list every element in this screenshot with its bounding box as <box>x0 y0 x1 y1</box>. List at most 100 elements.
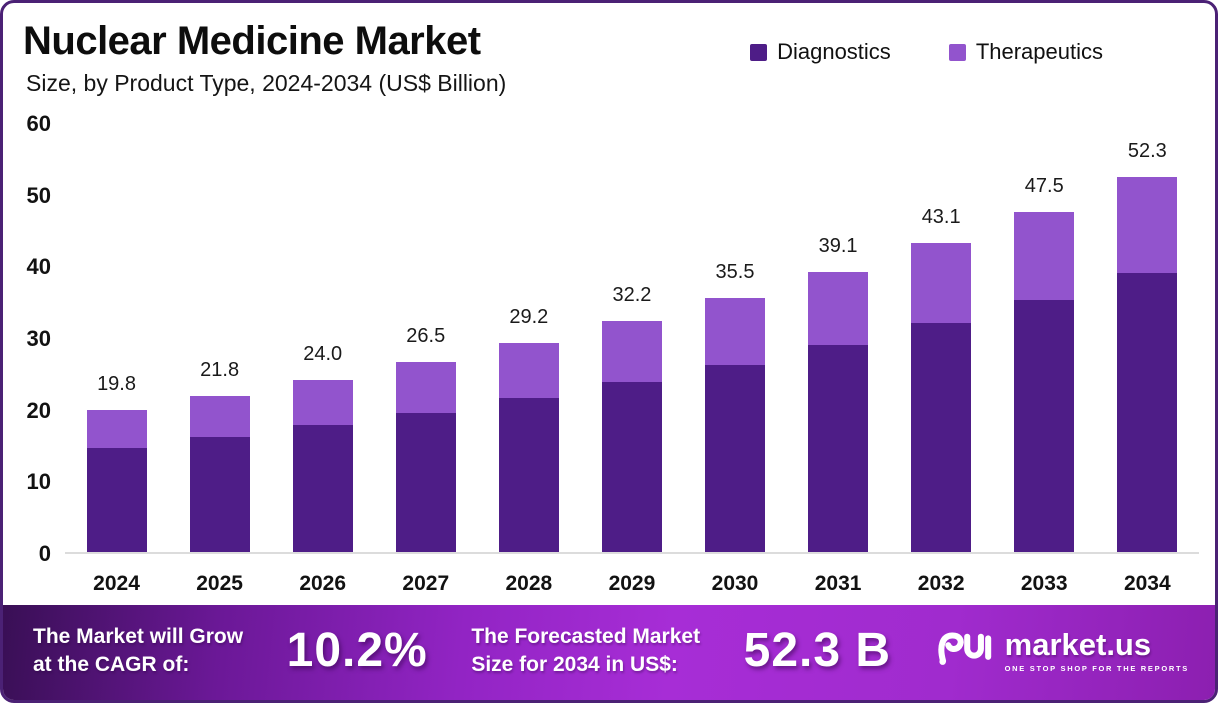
diagnostics-segment-2031 <box>808 344 869 552</box>
page-title: Nuclear Medicine Market <box>23 19 481 63</box>
chart-legend: Diagnostics Therapeutics <box>750 39 1103 65</box>
therapeutics-segment-2033 <box>1014 211 1075 300</box>
bar-total-label-2026: 24.0 <box>303 343 343 366</box>
therapeutics-segment-2034 <box>1117 177 1178 274</box>
brand-name: market.us <box>1004 626 1152 662</box>
therapeutics-swatch-icon <box>948 43 966 61</box>
x-axis-label-2030: 2030 <box>711 572 759 595</box>
bar-column-2029: 32.2 2029 <box>581 124 683 595</box>
bar-stack-2029 <box>601 321 662 552</box>
cagr-label-line2: at the CAGR of: <box>33 652 190 676</box>
x-axis-label-2032: 2032 <box>917 572 965 595</box>
diagnostics-swatch-icon <box>750 43 768 61</box>
forecast-label: The Forecasted Market Size for 2034 in U… <box>471 623 700 678</box>
x-axis-label-2025: 2025 <box>196 572 243 595</box>
bar-column-2031: 39.1 2031 <box>787 124 889 595</box>
y-axis-tick-60: 60 <box>26 111 51 136</box>
bar-total-label-2024: 19.8 <box>97 373 136 396</box>
bar-total-label-2027: 26.5 <box>406 325 446 348</box>
legend-item-diagnostics: Diagnostics <box>750 39 891 65</box>
bar-stack-2032 <box>911 243 972 552</box>
x-axis-label-2024: 2024 <box>93 572 140 595</box>
bar-total-label-2031: 39.1 <box>818 234 858 257</box>
x-axis-label-2028: 2028 <box>505 572 553 595</box>
y-axis-tick-10: 10 <box>26 469 51 495</box>
y-axis-tick-40: 40 <box>26 254 51 280</box>
x-axis-label-2027: 2027 <box>402 572 450 595</box>
bar-column-2025: 21.8 2025 <box>169 124 271 595</box>
bar-stack-2030 <box>705 297 765 552</box>
forecast-value: 52.3 B <box>743 624 892 677</box>
diagnostics-segment-2034 <box>1117 273 1178 552</box>
y-axis-tick-50: 50 <box>26 182 51 208</box>
bar-column-2026: 24.0 2026 <box>272 124 374 595</box>
diagnostics-segment-2025 <box>189 436 250 552</box>
x-axis-label-2029: 2029 <box>608 572 656 595</box>
bar-total-label-2030: 35.5 <box>715 260 755 283</box>
bar-stack-2034 <box>1117 177 1178 552</box>
brand-text: market.us ONE STOP SHOP FOR THE REPORTS <box>1005 629 1189 673</box>
bar-stack-2025 <box>189 395 250 552</box>
diagnostics-segment-2029 <box>601 382 662 552</box>
legend-label: Therapeutics <box>975 39 1103 64</box>
cagr-label-line1: The Market will Grow <box>33 625 244 649</box>
diagnostics-segment-2028 <box>498 397 559 552</box>
bar-column-2027: 26.5 2027 <box>375 124 477 595</box>
y-axis: 60 50 40 30 20 10 0 <box>3 111 51 566</box>
forecast-label-line1: The Forecasted Market <box>471 625 701 649</box>
bar-total-label-2032: 43.1 <box>921 206 961 229</box>
market-us-logo-icon <box>935 625 993 676</box>
cagr-value: 10.2% <box>286 624 428 677</box>
therapeutics-segment-2028 <box>498 342 559 398</box>
plot-area: 19.8 2024 21.8 2025 24.0 2026 26.5 2027 29.2 2028… <box>65 124 1199 595</box>
bar-stack-2026 <box>292 380 353 552</box>
therapeutics-segment-2029 <box>601 321 662 383</box>
diagnostics-segment-2027 <box>395 412 456 552</box>
therapeutics-segment-2026 <box>292 380 353 426</box>
forecast-label-line2: Size for 2034 in US$: <box>471 652 678 676</box>
bar-column-2024: 19.8 2024 <box>66 124 168 595</box>
therapeutics-segment-2027 <box>395 362 456 413</box>
x-axis-label-2034: 2034 <box>1123 572 1171 595</box>
bar-total-label-2033: 47.5 <box>1024 174 1064 197</box>
bar-column-2033: 47.5 2033 <box>993 124 1095 595</box>
bar-stack-2033 <box>1014 211 1075 552</box>
header: Nuclear Medicine Market Size, by Product… <box>23 19 506 97</box>
diagnostics-segment-2030 <box>705 364 765 552</box>
therapeutics-segment-2031 <box>808 271 869 345</box>
brand-tagline: ONE STOP SHOP FOR THE REPORTS <box>1004 663 1189 673</box>
bar-stack-2027 <box>395 362 456 552</box>
footer-banner: The Market will Grow at the CAGR of: 10.… <box>3 605 1215 700</box>
diagnostics-segment-2032 <box>911 322 972 552</box>
y-axis-tick-0: 0 <box>38 541 51 566</box>
therapeutics-segment-2025 <box>189 395 250 437</box>
bar-stack-2031 <box>808 271 869 552</box>
diagnostics-segment-2024 <box>86 448 147 552</box>
bar-total-label-2025: 21.8 <box>200 358 240 381</box>
bar-total-label-2034: 52.3 <box>1127 140 1167 163</box>
bar-stack-2024 <box>86 410 147 552</box>
therapeutics-segment-2032 <box>911 243 972 323</box>
bar-column-2034: 52.3 2034 <box>1096 124 1198 595</box>
cagr-label: The Market will Grow at the CAGR of: <box>33 623 243 678</box>
diagnostics-segment-2033 <box>1014 299 1075 552</box>
x-axis-label-2026: 2026 <box>299 572 347 595</box>
legend-label: Diagnostics <box>777 39 891 64</box>
bar-column-2032: 43.1 2032 <box>890 124 992 595</box>
therapeutics-segment-2030 <box>705 297 765 365</box>
bar-column-2030: 35.5 2030 <box>684 124 786 595</box>
bar-total-label-2028: 29.2 <box>509 305 549 328</box>
x-axis-label-2033: 2033 <box>1020 572 1068 595</box>
bar-total-label-2029: 32.2 <box>612 284 652 307</box>
x-axis-label-2031: 2031 <box>814 572 862 595</box>
legend-item-therapeutics: Therapeutics <box>948 39 1103 65</box>
bar-column-2028: 29.2 2028 <box>478 124 580 595</box>
therapeutics-segment-2024 <box>86 410 147 449</box>
bar-stack-2028 <box>498 342 559 552</box>
y-axis-tick-30: 30 <box>26 326 51 351</box>
market-us-logo[interactable]: market.us ONE STOP SHOP FOR THE REPORTS <box>935 625 1189 676</box>
page-subtitle: Size, by Product Type, 2024-2034 (US$ Bi… <box>26 70 507 96</box>
y-axis-tick-20: 20 <box>26 397 51 423</box>
diagnostics-segment-2026 <box>292 425 353 552</box>
